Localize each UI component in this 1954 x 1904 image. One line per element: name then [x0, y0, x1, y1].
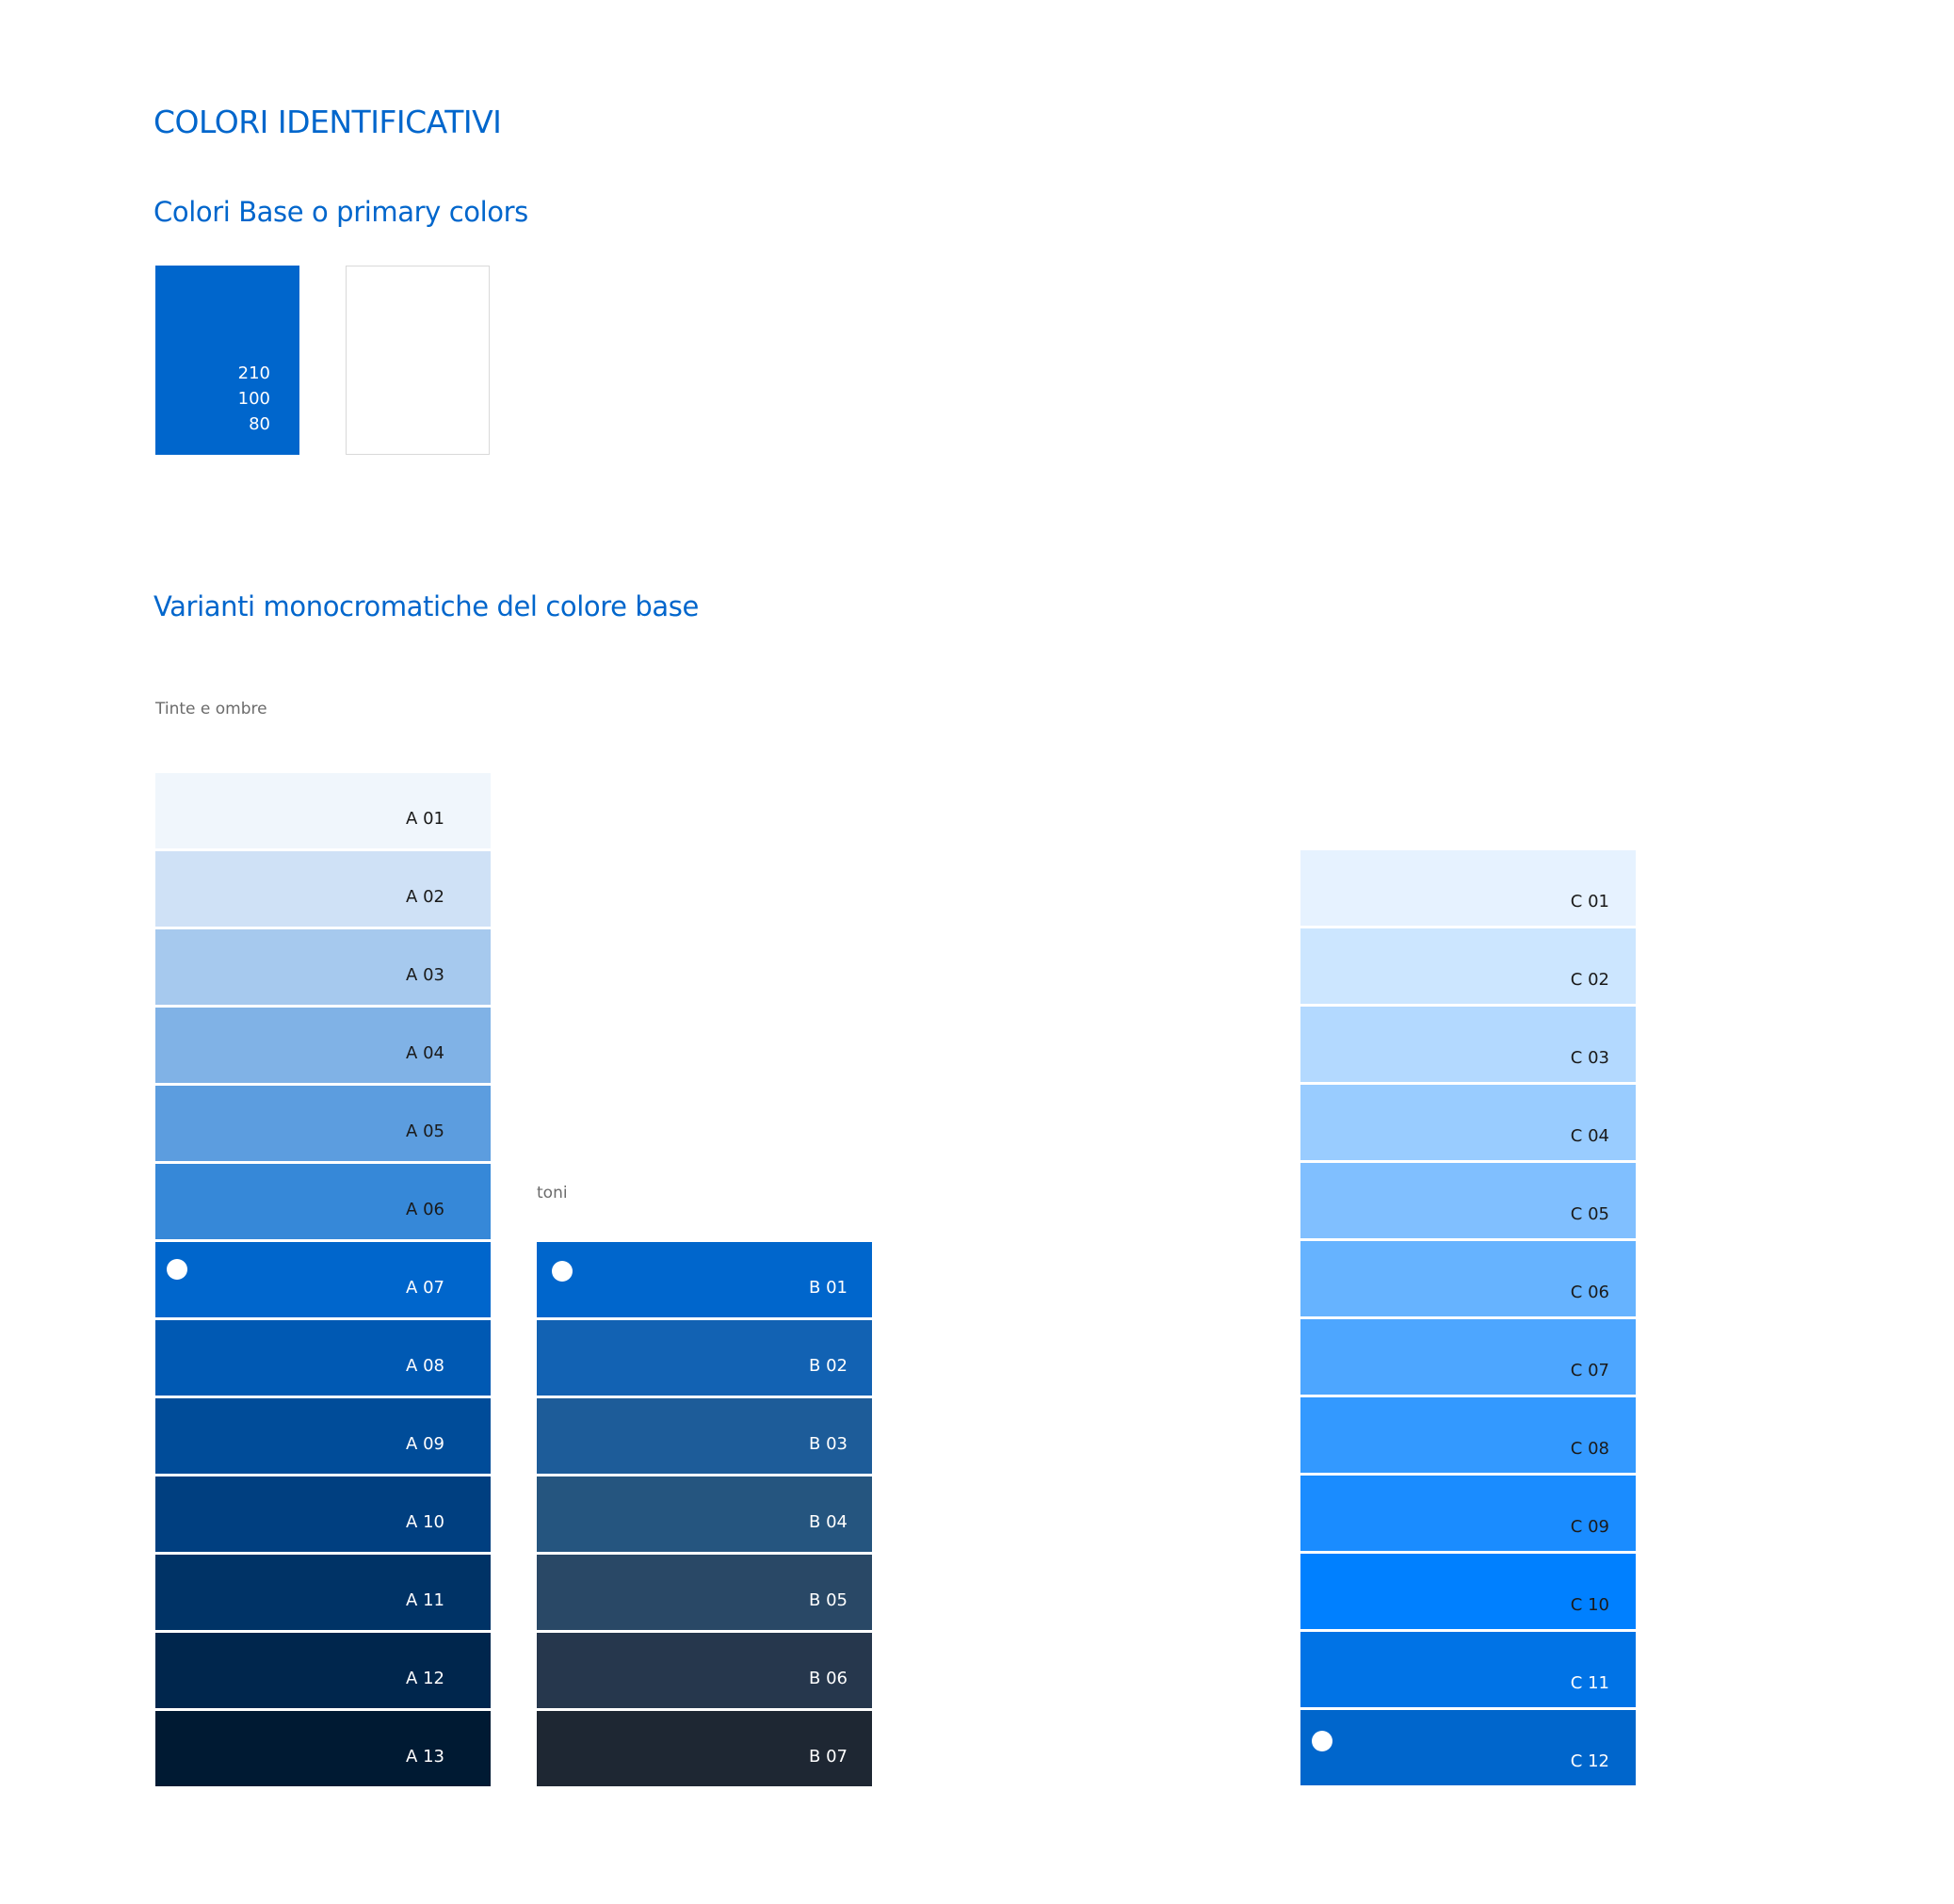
color-chip-label: A 09: [406, 1434, 444, 1454]
color-chip-label: C 12: [1570, 1751, 1609, 1771]
color-chip-label: A 06: [406, 1200, 444, 1219]
color-chip-label: C 03: [1570, 1048, 1609, 1068]
color-chip-label: A 02: [406, 887, 444, 907]
color-chip: A 05: [155, 1086, 491, 1161]
color-chip-label: A 13: [406, 1747, 444, 1767]
color-chip: A 06: [155, 1164, 491, 1239]
color-chip: A 12: [155, 1633, 491, 1708]
color-chip: B 05: [537, 1555, 872, 1630]
color-chip-label: A 11: [406, 1590, 444, 1610]
color-chip: B 03: [537, 1398, 872, 1474]
color-chip: A 01: [155, 773, 491, 848]
color-chip-label: C 02: [1570, 970, 1609, 990]
color-chip-label: A 01: [406, 809, 444, 829]
color-chip-label: C 06: [1570, 1283, 1609, 1302]
color-chip-label: A 05: [406, 1121, 444, 1141]
saturation-value: 100: [237, 389, 270, 409]
color-chip: A 08: [155, 1320, 491, 1396]
color-chip: B 04: [537, 1476, 872, 1552]
base-color-marker-icon: [167, 1259, 187, 1280]
page-title: COLORI IDENTIFICATIVI: [153, 104, 502, 140]
primary-colors-heading: Colori Base o primary colors: [153, 196, 528, 228]
color-chip-label: B 05: [809, 1590, 848, 1610]
color-chip: B 02: [537, 1320, 872, 1396]
color-chip-label: C 07: [1570, 1361, 1609, 1380]
color-chip: B 01: [537, 1242, 872, 1317]
color-chip-label: A 12: [406, 1669, 444, 1688]
color-chip: A 04: [155, 1008, 491, 1083]
palette-b-column: B 01 B 02 B 03 B 04 B 05 B 06 B 07: [537, 1242, 872, 1789]
color-chip: C 09: [1300, 1476, 1636, 1551]
color-chip-label: B 04: [809, 1512, 848, 1532]
color-chip: C 10: [1300, 1554, 1636, 1629]
color-chip: B 07: [537, 1711, 872, 1786]
color-chip-label: C 09: [1570, 1517, 1609, 1537]
color-chip-label: A 10: [406, 1512, 444, 1532]
color-chip-label: A 08: [406, 1356, 444, 1376]
color-chip-label: B 07: [809, 1747, 848, 1767]
color-chip: C 12: [1300, 1710, 1636, 1785]
color-chip-label: C 08: [1570, 1439, 1609, 1459]
palette-c-column: C 01 C 02 C 03 C 04 C 05 C 06 C 07 C 08 C 09 C 10…: [1300, 850, 1636, 1788]
color-chip-label: A 07: [406, 1278, 444, 1298]
color-chip: A 10: [155, 1476, 491, 1552]
color-chip-label: B 03: [809, 1434, 848, 1454]
palette-a-column: A 01 A 02 A 03 A 04 A 05 A 06 A 07 A 08 A 09 A 10…: [155, 773, 491, 1789]
color-chip: A 11: [155, 1555, 491, 1630]
color-chip: C 08: [1300, 1397, 1636, 1473]
base-color-white-swatch: [346, 266, 490, 455]
color-chip-label: A 03: [406, 965, 444, 985]
hue-value: 210: [237, 363, 270, 383]
color-chip: C 07: [1300, 1319, 1636, 1395]
color-chip: B 06: [537, 1633, 872, 1708]
base-color-blue-swatch: 210 100 80: [155, 266, 299, 455]
color-chip-label: C 11: [1570, 1673, 1609, 1693]
color-chip: A 03: [155, 929, 491, 1005]
tones-caption: toni: [537, 1184, 568, 1202]
color-chip: C 06: [1300, 1241, 1636, 1316]
brightness-value: 80: [249, 414, 270, 434]
variants-heading: Varianti monocromatiche del colore base: [153, 590, 699, 622]
color-chip-label: C 01: [1570, 892, 1609, 912]
color-chip-label: B 01: [809, 1278, 848, 1298]
color-chip-label: C 04: [1570, 1126, 1609, 1146]
color-chip-label: A 04: [406, 1043, 444, 1063]
color-chip: A 02: [155, 851, 491, 927]
color-chip-label: C 10: [1570, 1595, 1609, 1615]
color-chip: C 04: [1300, 1085, 1636, 1160]
color-chip: C 05: [1300, 1163, 1636, 1238]
color-chip-label: B 02: [809, 1356, 848, 1376]
color-chip-label: B 06: [809, 1669, 848, 1688]
tints-caption: Tinte e ombre: [155, 700, 267, 718]
color-chip-label: C 05: [1570, 1204, 1609, 1224]
color-chip: C 02: [1300, 928, 1636, 1004]
base-color-marker-icon: [552, 1261, 573, 1282]
color-chip: C 11: [1300, 1632, 1636, 1707]
base-color-hsb-values: 210 100 80: [238, 361, 270, 437]
color-chip: A 13: [155, 1711, 491, 1786]
color-chip: A 07: [155, 1242, 491, 1317]
color-chip: C 01: [1300, 850, 1636, 926]
color-chip: C 03: [1300, 1007, 1636, 1082]
color-chip: A 09: [155, 1398, 491, 1474]
base-color-marker-icon: [1312, 1731, 1332, 1751]
